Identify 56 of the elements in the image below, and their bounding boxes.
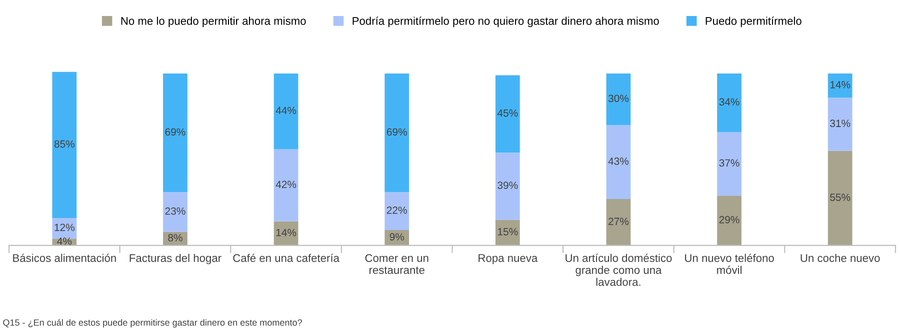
data-label: 29%: [719, 216, 740, 224]
bar: [495, 75, 520, 153]
bar: [606, 74, 631, 126]
bar: [274, 74, 298, 150]
bar: [495, 152, 520, 220]
bar: [606, 199, 631, 246]
data-label: 9%: [390, 233, 404, 241]
bar: [828, 74, 852, 98]
data-label: 34%: [719, 98, 740, 106]
bar: [717, 74, 742, 132]
bar: [274, 149, 298, 222]
bar: [163, 192, 188, 232]
data-label: 12%: [54, 224, 74, 232]
x-tick-label: Un coche nuevo: [800, 254, 880, 262]
x-tick-label: Ropa nueva: [478, 254, 538, 264]
bar: [717, 196, 742, 246]
text: Q15 - ¿En cuál de estos puede permitirse gastar dinero en este momento?: [3, 319, 302, 328]
data-label: 4%: [57, 238, 72, 245]
x-tick-label: Básicos alimentación: [13, 254, 116, 262]
bar: [384, 74, 410, 192]
legend-label: No me lo puedo permitir ahora mismo: [121, 16, 306, 28]
data-label: 45%: [497, 109, 518, 117]
data-label: 14%: [276, 228, 296, 236]
data-label: 43%: [608, 158, 629, 165]
bar: [384, 192, 410, 230]
data-label: 15%: [498, 228, 518, 236]
data-label: 69%: [165, 128, 186, 136]
bar: [828, 98, 852, 151]
x-tick-label: Facturas del hogar: [130, 254, 222, 264]
bar: [52, 72, 77, 218]
data-label: 27%: [608, 218, 629, 226]
data-label: 37%: [719, 159, 740, 167]
data-label: 42%: [276, 180, 296, 188]
data-label: 44%: [276, 106, 296, 114]
data-label: 22%: [386, 206, 407, 214]
x-tick-label: Café en una cafetería: [233, 254, 340, 262]
data-label: 55%: [830, 194, 850, 201]
legend-label: Puedo permitírmelo: [706, 16, 802, 28]
data-label: 39%: [498, 182, 518, 189]
bar: [828, 150, 852, 246]
data-label: 69%: [386, 128, 407, 136]
bar: [717, 132, 742, 196]
bar: [52, 218, 77, 239]
data-label: 23%: [165, 207, 186, 215]
data-label: 31%: [830, 120, 850, 128]
x-tick-label: Comer en un restaurante: [365, 254, 428, 274]
bar: [163, 74, 188, 192]
x-tick-label: Un artículo doméstico grande como una lavadora.: [566, 254, 672, 286]
bar: [495, 220, 520, 246]
data-label: 85%: [54, 140, 74, 148]
data-label: 14%: [830, 81, 850, 88]
data-label: 8%: [168, 234, 182, 242]
legend-label: Podría permitírmelo pero no quiero gastar dinero ahora mismo: [352, 16, 659, 28]
data-label: 30%: [608, 94, 629, 102]
x-tick-label: Un nuevo teléfono móvil: [685, 254, 774, 274]
bar: [606, 125, 631, 200]
